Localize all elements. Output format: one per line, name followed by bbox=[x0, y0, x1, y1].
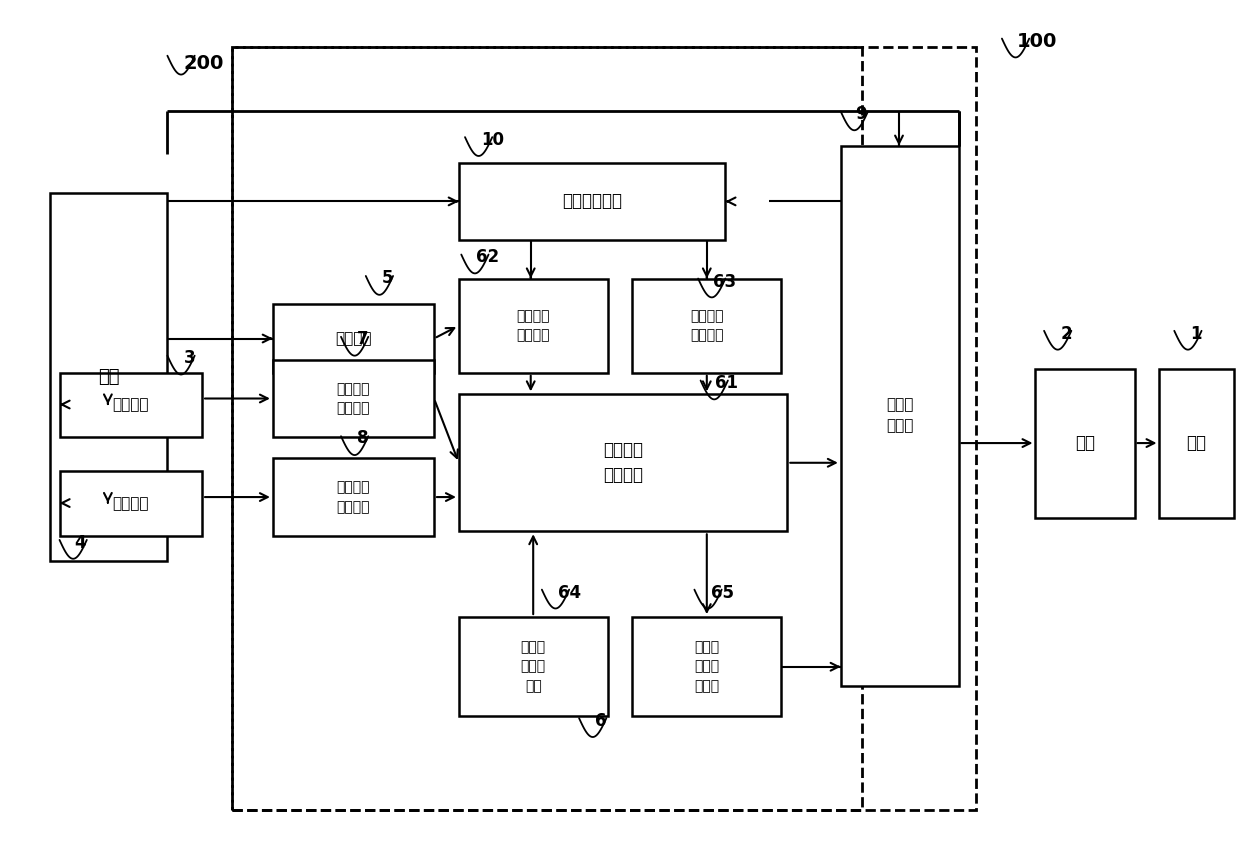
Text: 9: 9 bbox=[856, 105, 867, 123]
Text: 检测开关: 检测开关 bbox=[113, 496, 149, 511]
Bar bbox=[273, 360, 434, 437]
Text: 第一信号
调理电路: 第一信号 调理电路 bbox=[336, 381, 371, 416]
Bar bbox=[841, 146, 959, 686]
Text: 电机: 电机 bbox=[1075, 434, 1095, 452]
Bar bbox=[632, 279, 781, 373]
Text: 电源: 电源 bbox=[98, 368, 119, 387]
Bar bbox=[60, 471, 202, 536]
Text: 短路故障
恢复单元: 短路故障 恢复单元 bbox=[689, 309, 724, 343]
Bar bbox=[459, 279, 608, 373]
Text: 软轴伸缩
控制单元: 软轴伸缩 控制单元 bbox=[603, 441, 644, 484]
Text: 100: 100 bbox=[1017, 33, 1058, 51]
Text: 4: 4 bbox=[74, 534, 86, 552]
Text: 堵转故障
恢复单元: 堵转故障 恢复单元 bbox=[516, 309, 551, 343]
Text: 8: 8 bbox=[357, 429, 368, 447]
Bar bbox=[459, 617, 608, 716]
Text: 5: 5 bbox=[382, 269, 393, 287]
Text: 64: 64 bbox=[558, 584, 582, 602]
Bar bbox=[232, 47, 976, 810]
Bar bbox=[232, 47, 862, 810]
Text: 电机驱
动电路: 电机驱 动电路 bbox=[885, 398, 914, 434]
Bar bbox=[632, 617, 781, 716]
Bar bbox=[459, 394, 787, 531]
Bar bbox=[1035, 369, 1135, 518]
Text: 电流采样电路: 电流采样电路 bbox=[562, 192, 622, 211]
Text: 6: 6 bbox=[595, 712, 606, 730]
Text: 65: 65 bbox=[711, 584, 734, 602]
Text: 63: 63 bbox=[713, 273, 737, 291]
Text: 7: 7 bbox=[357, 330, 368, 348]
Text: 软轴: 软轴 bbox=[1187, 434, 1207, 452]
Text: 3: 3 bbox=[184, 349, 195, 367]
Text: 第二信号
调理电路: 第二信号 调理电路 bbox=[336, 480, 371, 514]
Text: 200: 200 bbox=[184, 54, 224, 73]
Text: 61: 61 bbox=[715, 374, 739, 392]
Text: 点火开关: 点火开关 bbox=[113, 398, 149, 412]
Text: 10: 10 bbox=[481, 131, 505, 149]
Text: 2: 2 bbox=[1060, 325, 1071, 343]
Bar bbox=[60, 373, 202, 437]
Bar bbox=[459, 163, 725, 240]
Bar bbox=[50, 193, 167, 561]
Text: 自动点
火控制
单元: 自动点 火控制 单元 bbox=[521, 640, 546, 692]
Text: 1: 1 bbox=[1190, 325, 1202, 343]
Text: 电源电路: 电源电路 bbox=[335, 331, 372, 346]
Text: 开关管
续流控
制单元: 开关管 续流控 制单元 bbox=[694, 640, 719, 692]
Bar bbox=[273, 304, 434, 373]
Text: 62: 62 bbox=[476, 248, 500, 266]
Bar bbox=[1159, 369, 1234, 518]
Bar bbox=[273, 458, 434, 536]
